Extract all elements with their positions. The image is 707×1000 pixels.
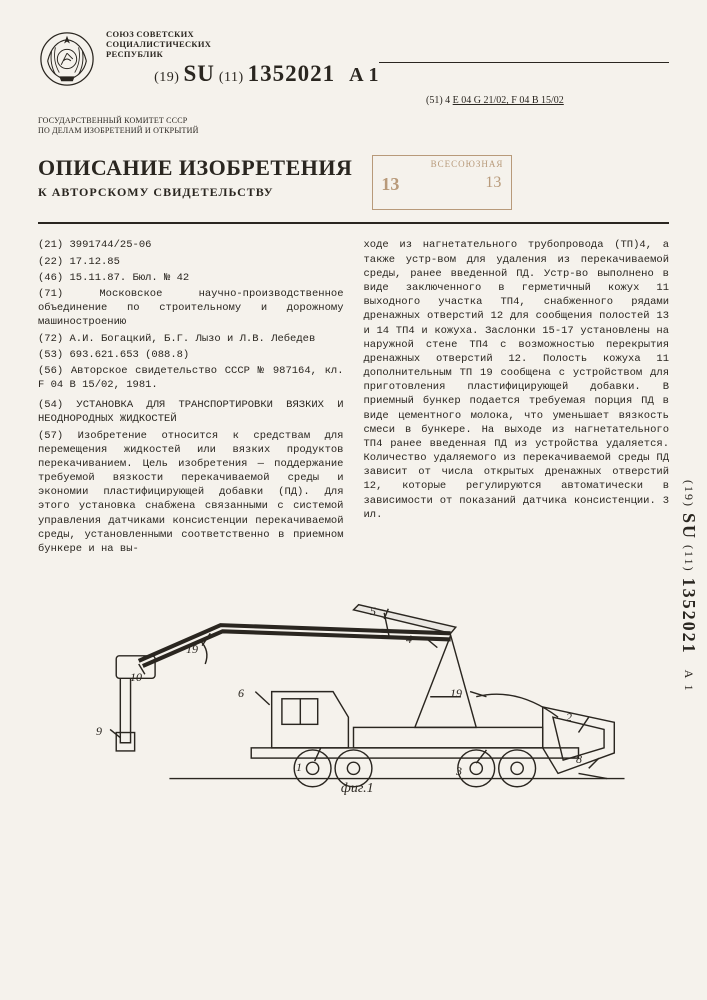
figure-label: 10: [130, 670, 142, 685]
figure-area: фиг.1 1 2 3 4 5 6 8 9 10 19 19: [38, 574, 669, 799]
stamp-top: ВСЕСОЮЗНАЯ: [431, 159, 504, 169]
doc-num: 1352021: [248, 61, 336, 86]
field-71: (71) Московское научно-производственное …: [38, 287, 344, 330]
side-prefix: (19): [682, 480, 696, 508]
stamp-box: ВСЕСОЮЗНАЯ 13 13: [372, 155, 512, 210]
doc-suffix: A 1: [349, 64, 379, 86]
figure-label: 19: [186, 642, 198, 657]
figure-label: 4: [406, 632, 412, 647]
doc-su: SU: [183, 61, 214, 86]
field-53: (53) 693.621.653 (088.8): [38, 348, 344, 362]
stamp-num2: 13: [485, 174, 501, 192]
class-prefix: (51) 4: [426, 95, 450, 106]
col-left: (21) 3991744/25-06 (22) 17.12.85 (46) 15…: [38, 238, 344, 558]
ussr-emblem-icon: [38, 30, 96, 88]
field-54: (54) УСТАНОВКА ДЛЯ ТРАНСПОРТИРОВКИ ВЯЗКИ…: [38, 398, 344, 426]
side-label: (19) SU (11) 1352021 A 1: [678, 480, 699, 693]
field-72: (72) А.И. Богацкий, Б.Г. Лызо и Л.В. Леб…: [38, 332, 344, 346]
committee: ГОСУДАРСТВЕННЫЙ КОМИТЕТ СССР ПО ДЕЛАМ ИЗ…: [38, 116, 669, 135]
figure-caption: фиг.1: [341, 781, 374, 797]
title-wrap: ОПИСАНИЕ ИЗОБРЕТЕНИЯ К АВТОРСКОМУ СВИДЕТ…: [38, 155, 352, 200]
field-22: (22) 17.12.85: [38, 255, 344, 269]
right-body: ходе из нагнетательного трубопровода (ТП…: [364, 238, 670, 521]
figure-label: 8: [576, 752, 582, 767]
class-code: (51) 4 E 04 G 21/02, F 04 B 15/02: [426, 95, 669, 106]
figure-label: 1: [296, 760, 302, 775]
figure-label: 5: [370, 604, 376, 619]
figure-label: 19: [450, 686, 462, 701]
union-title: СОЮЗ СОВЕТСКИХ СОЦИАЛИСТИЧЕСКИХ РЕСПУБЛИ…: [106, 30, 669, 59]
header-row: СОЮЗ СОВЕТСКИХ СОЦИАЛИСТИЧЕСКИХ РЕСПУБЛИ…: [38, 30, 669, 106]
page: СОЮЗ СОВЕТСКИХ СОЦИАЛИСТИЧЕСКИХ РЕСПУБЛИ…: [0, 0, 707, 819]
side-num: 1352021: [679, 578, 699, 655]
figure-label: 6: [238, 686, 244, 701]
figure-label: 9: [96, 724, 102, 739]
side-suffix: A 1: [682, 670, 696, 693]
truck-diagram: [38, 574, 669, 799]
class-code-text: E 04 G 21/02, F 04 B 15/02: [453, 95, 564, 106]
figure-label: 2: [566, 710, 572, 725]
header-texts: СОЮЗ СОВЕТСКИХ СОЦИАЛИСТИЧЕСКИХ РЕСПУБЛИ…: [106, 30, 669, 106]
col-right: ходе из нагнетательного трубопровода (ТП…: [364, 238, 670, 558]
stamp-num1: 13: [381, 174, 399, 195]
field-57: (57) Изобретение относится к средствам д…: [38, 429, 344, 557]
title-sub: К АВТОРСКОМУ СВИДЕТЕЛЬСТВУ: [38, 185, 352, 200]
side-su: SU: [679, 513, 699, 540]
field-56: (56) Авторское свидетельство СССР № 9871…: [38, 364, 344, 392]
doc-number: (19) SU (11) 1352021 A 1: [106, 61, 669, 87]
doc-mid: (11): [219, 70, 244, 85]
figure-label: 3: [456, 764, 462, 779]
field-21: (21) 3991744/25-06: [38, 238, 344, 252]
doc-prefix: (19): [154, 70, 179, 85]
underline: [379, 62, 669, 63]
title-block: ОПИСАНИЕ ИЗОБРЕТЕНИЯ К АВТОРСКОМУ СВИДЕТ…: [38, 155, 669, 210]
field-46: (46) 15.11.87. Бюл. № 42: [38, 271, 344, 285]
columns: (21) 3991744/25-06 (22) 17.12.85 (46) 15…: [38, 238, 669, 558]
title-main: ОПИСАНИЕ ИЗОБРЕТЕНИЯ: [38, 155, 352, 181]
divider: [38, 222, 669, 224]
side-mid: (11): [682, 545, 696, 573]
